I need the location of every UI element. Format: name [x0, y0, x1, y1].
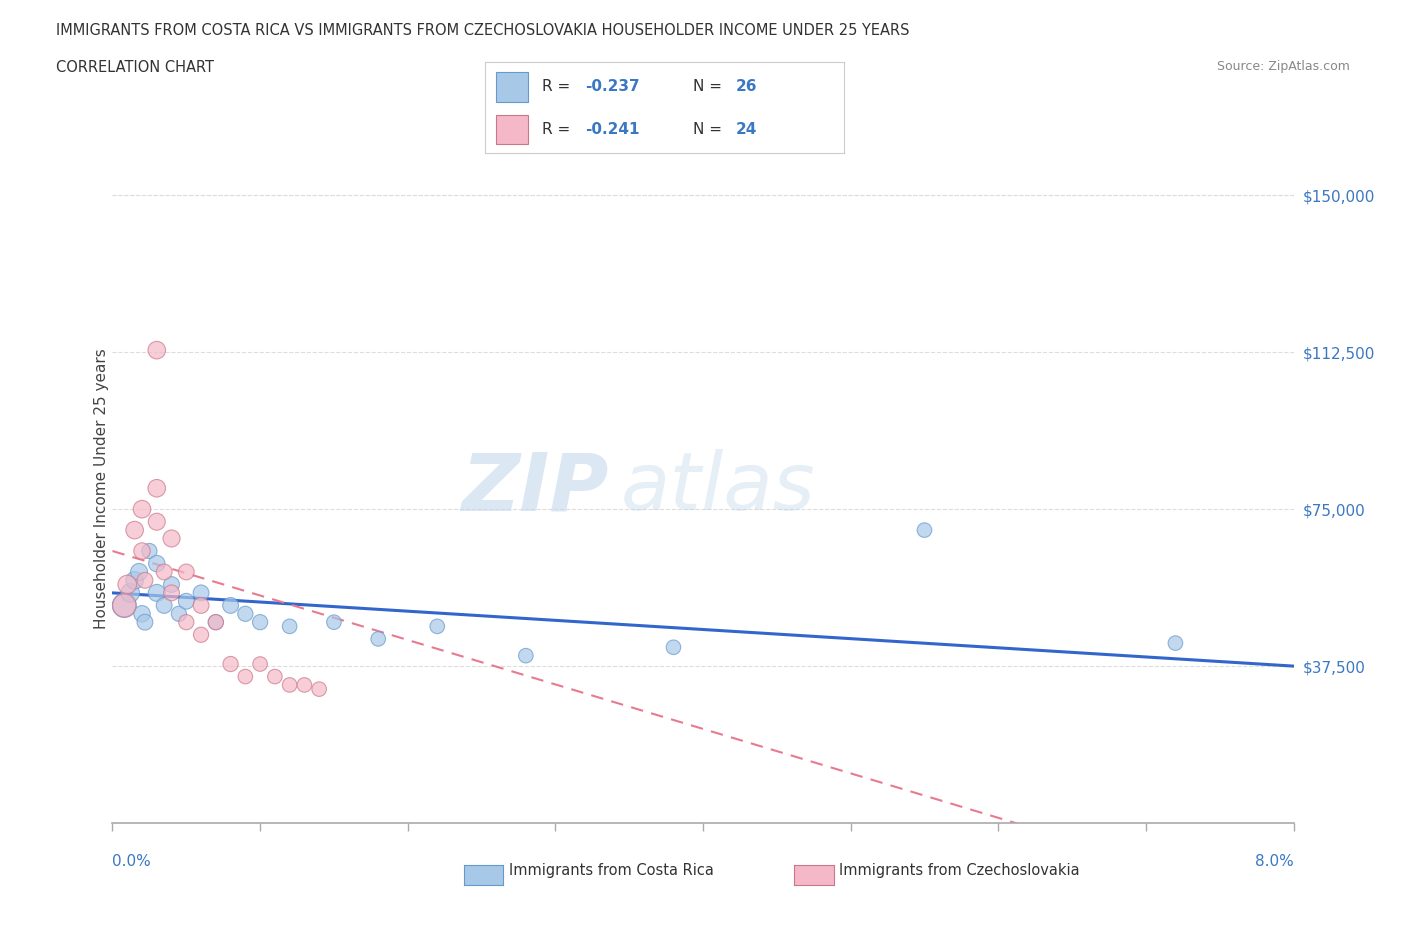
FancyBboxPatch shape [496, 115, 529, 144]
Point [146, 514, 169, 529]
Point [205, 615, 228, 630]
Text: Source: ZipAtlas.com: Source: ZipAtlas.com [1216, 60, 1350, 73]
Point [249, 657, 271, 671]
Point [292, 677, 315, 692]
Text: ZIP: ZIP [461, 449, 609, 527]
Text: 8.0%: 8.0% [1254, 854, 1294, 869]
Point [515, 648, 537, 663]
Point [662, 640, 685, 655]
Point [323, 615, 346, 630]
Point [146, 586, 169, 601]
Point [138, 543, 160, 558]
Text: Immigrants from Czechoslovakia: Immigrants from Czechoslovakia [839, 863, 1080, 878]
Text: IMMIGRANTS FROM COSTA RICA VS IMMIGRANTS FROM CZECHOSLOVAKIA HOUSEHOLDER INCOME : IMMIGRANTS FROM COSTA RICA VS IMMIGRANTS… [56, 23, 910, 38]
Point [120, 586, 142, 601]
Point [190, 628, 212, 643]
Point [153, 598, 176, 613]
Point [174, 565, 197, 579]
Point [160, 577, 183, 592]
Point [219, 598, 242, 613]
Point [367, 631, 389, 646]
Point [146, 343, 169, 358]
Point [167, 606, 190, 621]
Point [153, 565, 176, 579]
Point [134, 573, 156, 588]
Point [112, 598, 135, 613]
Point [134, 615, 156, 630]
FancyBboxPatch shape [496, 73, 529, 101]
Text: 26: 26 [737, 79, 758, 95]
Point [264, 670, 287, 684]
Text: CORRELATION CHART: CORRELATION CHART [56, 60, 214, 75]
Point [233, 606, 256, 621]
Point [131, 502, 153, 517]
Point [190, 586, 212, 601]
Y-axis label: Householder Income Under 25 years: Householder Income Under 25 years [94, 348, 108, 629]
Point [190, 598, 212, 613]
Text: -0.241: -0.241 [585, 122, 640, 138]
Text: N =: N = [693, 122, 727, 138]
Text: 24: 24 [737, 122, 758, 138]
Point [308, 682, 330, 697]
Point [426, 619, 449, 634]
Point [128, 565, 150, 579]
Point [278, 677, 301, 692]
Point [233, 670, 256, 684]
Point [174, 594, 197, 609]
Text: -0.237: -0.237 [585, 79, 640, 95]
Point [1164, 636, 1187, 651]
Point [914, 523, 936, 538]
Point [146, 481, 169, 496]
Point [131, 606, 153, 621]
Text: R =: R = [543, 122, 575, 138]
Text: N =: N = [693, 79, 727, 95]
Point [146, 556, 169, 571]
Point [249, 615, 271, 630]
Text: R =: R = [543, 79, 575, 95]
Point [124, 523, 146, 538]
Point [174, 615, 197, 630]
Text: Immigrants from Costa Rica: Immigrants from Costa Rica [509, 863, 714, 878]
Text: 0.0%: 0.0% [112, 854, 152, 869]
Point [160, 531, 183, 546]
Point [160, 586, 183, 601]
Point [131, 543, 153, 558]
Point [124, 573, 146, 588]
Point [278, 619, 301, 634]
Point [219, 657, 242, 671]
Point [205, 615, 228, 630]
Point [112, 598, 135, 613]
Text: atlas: atlas [620, 449, 815, 527]
Point [117, 577, 138, 592]
